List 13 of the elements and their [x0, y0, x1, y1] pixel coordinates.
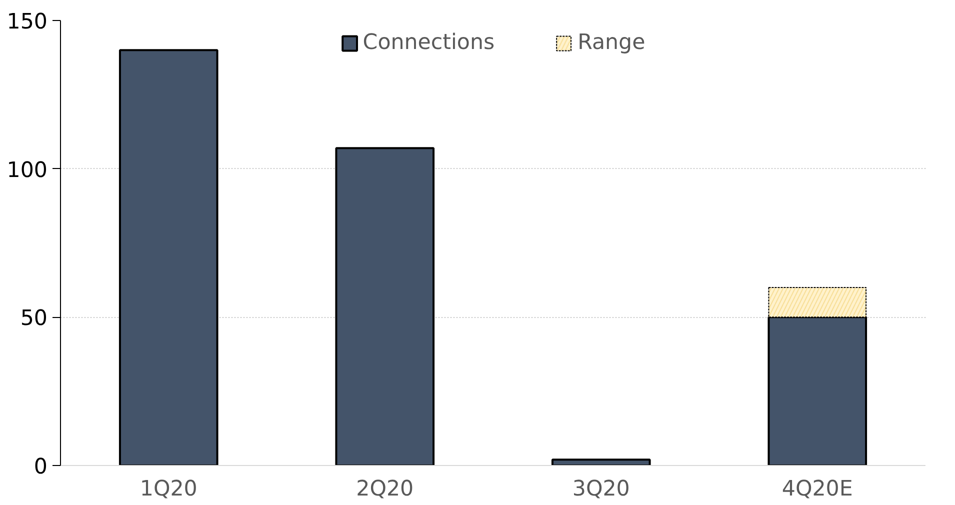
legend-label: Range — [578, 30, 646, 55]
bar — [118, 49, 218, 466]
bar — [551, 458, 651, 466]
x-tick-label: 2Q20 — [356, 476, 414, 502]
legend-label: Connections — [362, 30, 495, 55]
bar — [335, 147, 435, 466]
y-tick-label: 100 — [6, 158, 48, 183]
y-tick-label: 150 — [6, 10, 48, 34]
x-tick-label: 4Q20E — [782, 476, 853, 502]
y-tick-label: 50 — [20, 306, 48, 332]
x-tick-label: 3Q20 — [572, 476, 630, 502]
x-tick-label: 1Q20 — [140, 476, 198, 502]
y-tick-label: 0 — [34, 454, 48, 480]
